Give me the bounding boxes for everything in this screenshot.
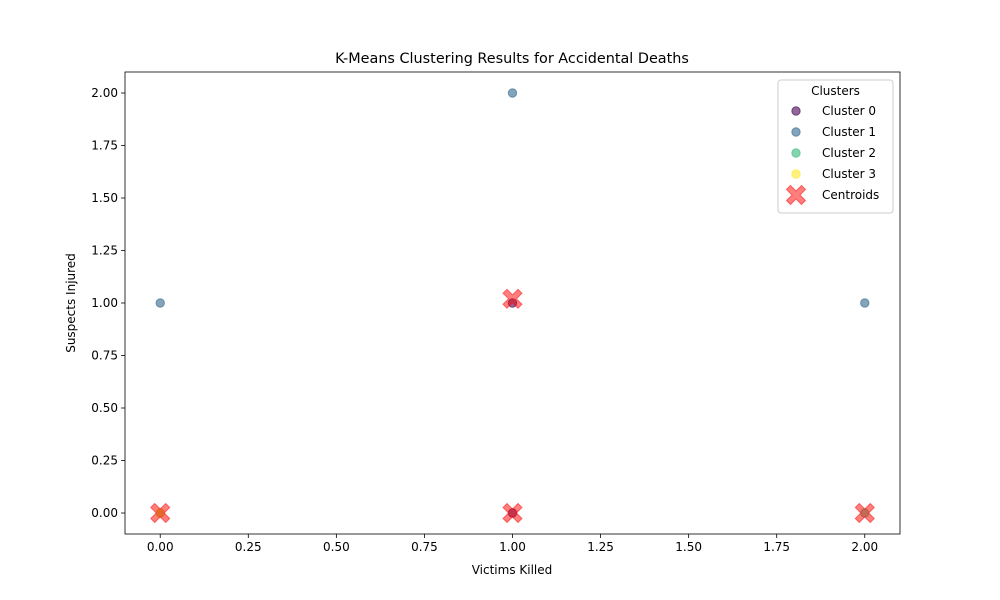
legend-label: Cluster 2 (822, 146, 876, 160)
legend: Clusters Cluster 0 Cluster 1 Cluster 2 Clust… (777, 79, 894, 214)
legend-label: Centroids (822, 188, 879, 202)
y-tick-label: 1.50 (91, 191, 118, 205)
legend-marker (791, 127, 801, 137)
x-tick-label: 0.25 (235, 540, 262, 554)
y-tick-label: 1.00 (91, 296, 118, 310)
centroid-marker (502, 288, 523, 310)
y-tick-label: 0.50 (91, 401, 118, 415)
x-tick-label: 1.75 (763, 540, 790, 554)
x-tick-label: 1.50 (675, 540, 702, 554)
centroid-marker (502, 502, 523, 524)
legend-marker (791, 106, 801, 116)
legend-label: Cluster 3 (822, 167, 876, 181)
y-tick-label: 0.25 (91, 454, 118, 468)
y-tick-label: 0.00 (91, 506, 118, 520)
legend-box (777, 79, 894, 214)
chart-title: K-Means Clustering Results for Accidenta… (335, 51, 689, 67)
x-tick-label: 0.00 (147, 540, 174, 554)
y-tick-label: 1.25 (91, 244, 118, 258)
data-point (860, 298, 870, 308)
y-axis-title: Suspects Injured (64, 253, 78, 353)
legend-title: Clusters (811, 84, 860, 98)
legend-label: Cluster 1 (822, 125, 876, 139)
axes-frame (124, 71, 901, 535)
legend-marker (791, 148, 801, 158)
x-tick-label: 0.75 (411, 540, 438, 554)
centroid-marker (150, 502, 171, 524)
x-axis-title: Victims Killed (472, 563, 553, 577)
legend-label: Cluster 0 (822, 104, 876, 118)
x-tick-label: 0.50 (323, 540, 350, 554)
y-tick-label: 0.75 (91, 349, 118, 363)
x-tick-label: 2.00 (851, 540, 878, 554)
y-tick-label: 2.00 (91, 86, 118, 100)
y-tick-label: 1.75 (91, 139, 118, 153)
x-tick-label: 1.00 (499, 540, 526, 554)
data-point (155, 298, 165, 308)
centroid-marker (854, 502, 875, 524)
data-point (507, 88, 518, 98)
legend-marker (791, 169, 801, 179)
x-tick-label: 1.25 (587, 540, 614, 554)
legend-centroid-marker (785, 184, 807, 206)
plot-area: 0.00 0.25 0.50 0.75 1.00 1.25 1.50 1.75 2.00 0.00… (91, 71, 901, 554)
